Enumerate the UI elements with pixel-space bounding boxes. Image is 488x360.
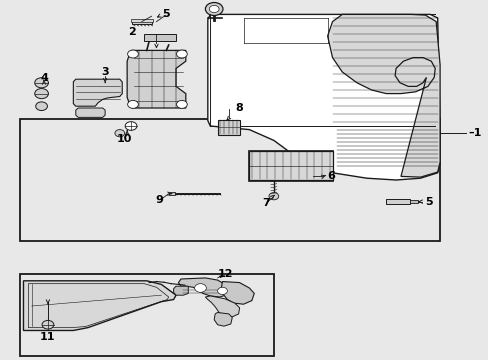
Circle shape (42, 320, 54, 329)
Circle shape (205, 3, 223, 15)
Circle shape (36, 102, 47, 111)
Circle shape (217, 287, 227, 294)
Bar (409, 200, 417, 203)
Circle shape (115, 130, 124, 137)
Text: –1: –1 (468, 128, 481, 138)
Text: 3: 3 (101, 67, 109, 77)
Bar (249, 151, 332, 180)
Polygon shape (127, 50, 185, 108)
Text: 6: 6 (327, 171, 335, 181)
Text: 7: 7 (262, 198, 270, 208)
Text: 5: 5 (425, 197, 432, 207)
Circle shape (127, 100, 138, 108)
Bar (132, 20, 151, 24)
Text: 11: 11 (40, 332, 56, 342)
Bar (144, 34, 176, 41)
Bar (20, 274, 273, 356)
Polygon shape (173, 286, 188, 295)
Circle shape (194, 284, 206, 292)
Text: 5: 5 (162, 9, 170, 19)
Circle shape (127, 50, 138, 58)
Bar (131, 19, 152, 22)
Bar (248, 150, 333, 181)
Text: 10: 10 (117, 134, 132, 144)
Bar (168, 192, 175, 195)
Text: 9: 9 (155, 195, 163, 205)
Polygon shape (73, 79, 122, 106)
Circle shape (35, 89, 48, 99)
Text: 12: 12 (217, 269, 232, 279)
Polygon shape (76, 108, 105, 117)
Bar (20, 119, 439, 241)
Text: 8: 8 (235, 103, 243, 113)
Polygon shape (205, 296, 239, 317)
Text: 4: 4 (40, 73, 48, 83)
Text: 2: 2 (128, 27, 136, 37)
Polygon shape (207, 14, 439, 180)
Circle shape (209, 5, 219, 13)
Bar (217, 120, 239, 135)
Circle shape (125, 122, 137, 130)
Polygon shape (178, 278, 229, 297)
Circle shape (176, 100, 187, 108)
Polygon shape (327, 14, 439, 177)
Polygon shape (221, 282, 254, 304)
Bar (386, 199, 409, 204)
Circle shape (268, 193, 278, 200)
Circle shape (176, 50, 187, 58)
Polygon shape (23, 281, 176, 330)
Circle shape (35, 78, 48, 88)
Polygon shape (214, 312, 232, 326)
